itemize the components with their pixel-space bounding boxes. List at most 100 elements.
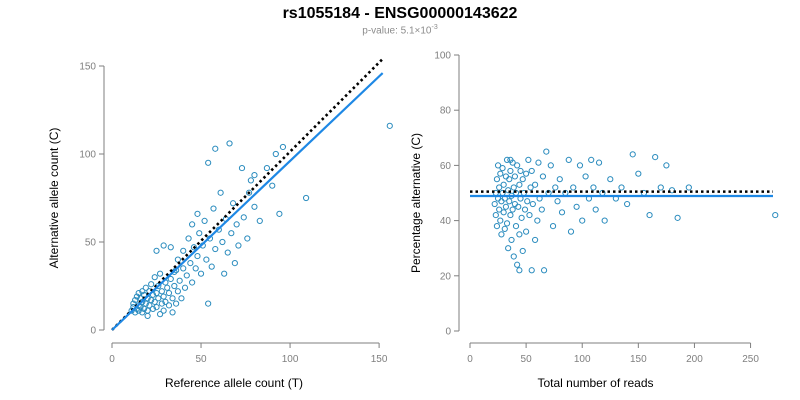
data-point xyxy=(190,244,198,251)
x-axis-title: Total number of reads xyxy=(537,376,653,390)
data-point xyxy=(556,176,563,183)
x-tick-label: 50 xyxy=(195,354,207,365)
data-point xyxy=(519,247,526,255)
data-point xyxy=(164,284,171,291)
data-point xyxy=(549,223,557,230)
data-point xyxy=(511,200,518,208)
data-point xyxy=(228,230,235,237)
data-point xyxy=(233,221,240,228)
data-point xyxy=(652,154,659,161)
data-point xyxy=(386,122,393,129)
page-title: rs1055184 - ENSG00000143622 xyxy=(282,5,518,22)
data-point xyxy=(231,260,238,267)
data-point xyxy=(514,162,521,169)
data-point xyxy=(160,307,167,314)
data-point xyxy=(194,252,201,260)
data-point xyxy=(160,293,167,300)
data-point xyxy=(494,162,502,169)
data-point xyxy=(165,302,173,309)
x-tick-label: 150 xyxy=(371,354,388,365)
data-point xyxy=(554,198,561,205)
data-point xyxy=(663,162,670,169)
data-point xyxy=(178,295,185,302)
data-point xyxy=(491,200,498,208)
data-point xyxy=(505,187,512,194)
y-tick-label: 40 xyxy=(440,216,452,227)
data-point xyxy=(516,181,523,188)
y-tick-label: 100 xyxy=(79,150,96,161)
data-point xyxy=(543,148,550,155)
data-point xyxy=(772,211,779,219)
data-point xyxy=(511,173,518,180)
data-point xyxy=(189,221,196,228)
y-tick-label: 80 xyxy=(440,106,452,117)
data-point xyxy=(552,184,559,191)
data-point xyxy=(529,200,536,208)
data-point xyxy=(674,214,681,221)
data-point xyxy=(567,228,575,235)
data-point xyxy=(498,198,505,205)
data-point xyxy=(498,231,505,238)
data-point xyxy=(500,209,507,216)
x-tick-label: 150 xyxy=(630,354,647,365)
data-point xyxy=(507,167,514,175)
data-point xyxy=(171,282,178,290)
y-tick-label: 0 xyxy=(445,327,451,338)
data-point xyxy=(146,302,153,309)
data-point xyxy=(493,176,501,183)
data-point xyxy=(247,177,254,184)
data-point xyxy=(165,289,173,297)
data-point xyxy=(501,225,508,232)
data-point xyxy=(203,256,210,263)
data-point xyxy=(148,296,155,304)
x-tick-label: 100 xyxy=(282,354,299,365)
data-point xyxy=(167,244,174,251)
data-point xyxy=(517,167,524,175)
data-point xyxy=(217,189,224,196)
data-point xyxy=(540,267,548,274)
data-point xyxy=(153,289,160,297)
data-point xyxy=(149,305,157,312)
data-point xyxy=(503,156,511,163)
data-point xyxy=(657,184,664,191)
data-point xyxy=(185,235,192,242)
data-point xyxy=(205,300,212,307)
y-tick-label: 150 xyxy=(79,62,96,73)
data-point xyxy=(229,200,237,207)
data-point xyxy=(151,274,158,281)
data-point xyxy=(263,164,271,172)
data-point xyxy=(503,220,511,227)
y-tick-label: 0 xyxy=(90,326,96,337)
data-point xyxy=(173,300,180,307)
data-point xyxy=(497,217,504,224)
data-point xyxy=(139,309,146,316)
data-point xyxy=(276,210,283,217)
data-point xyxy=(140,305,148,312)
data-point xyxy=(251,172,258,179)
data-point xyxy=(601,217,608,224)
y-tick-label: 20 xyxy=(440,271,452,282)
p-value-subtitle: p-value: 5.1×10-3 xyxy=(0,24,800,36)
x-tick-label: 200 xyxy=(686,354,703,365)
data-point xyxy=(595,159,603,166)
data-point xyxy=(235,242,242,249)
data-point xyxy=(506,176,513,183)
data-point xyxy=(582,173,589,180)
data-point xyxy=(525,156,532,163)
data-point xyxy=(607,176,614,183)
data-point xyxy=(156,311,164,318)
data-point xyxy=(174,256,181,263)
data-point xyxy=(496,184,503,191)
reference-line xyxy=(111,58,384,331)
right-scatter-panel: 0 50 100 150 200 250 0 20 40 60 80 100 Total number … xyxy=(409,51,779,390)
data-point xyxy=(302,194,310,202)
data-point xyxy=(183,272,190,279)
data-point xyxy=(558,209,566,216)
data-point xyxy=(251,203,258,210)
data-point xyxy=(197,270,205,277)
data-point xyxy=(142,300,149,307)
data-point xyxy=(205,159,212,166)
data-point xyxy=(531,181,539,188)
data-point xyxy=(180,265,187,272)
data-point xyxy=(279,143,287,151)
